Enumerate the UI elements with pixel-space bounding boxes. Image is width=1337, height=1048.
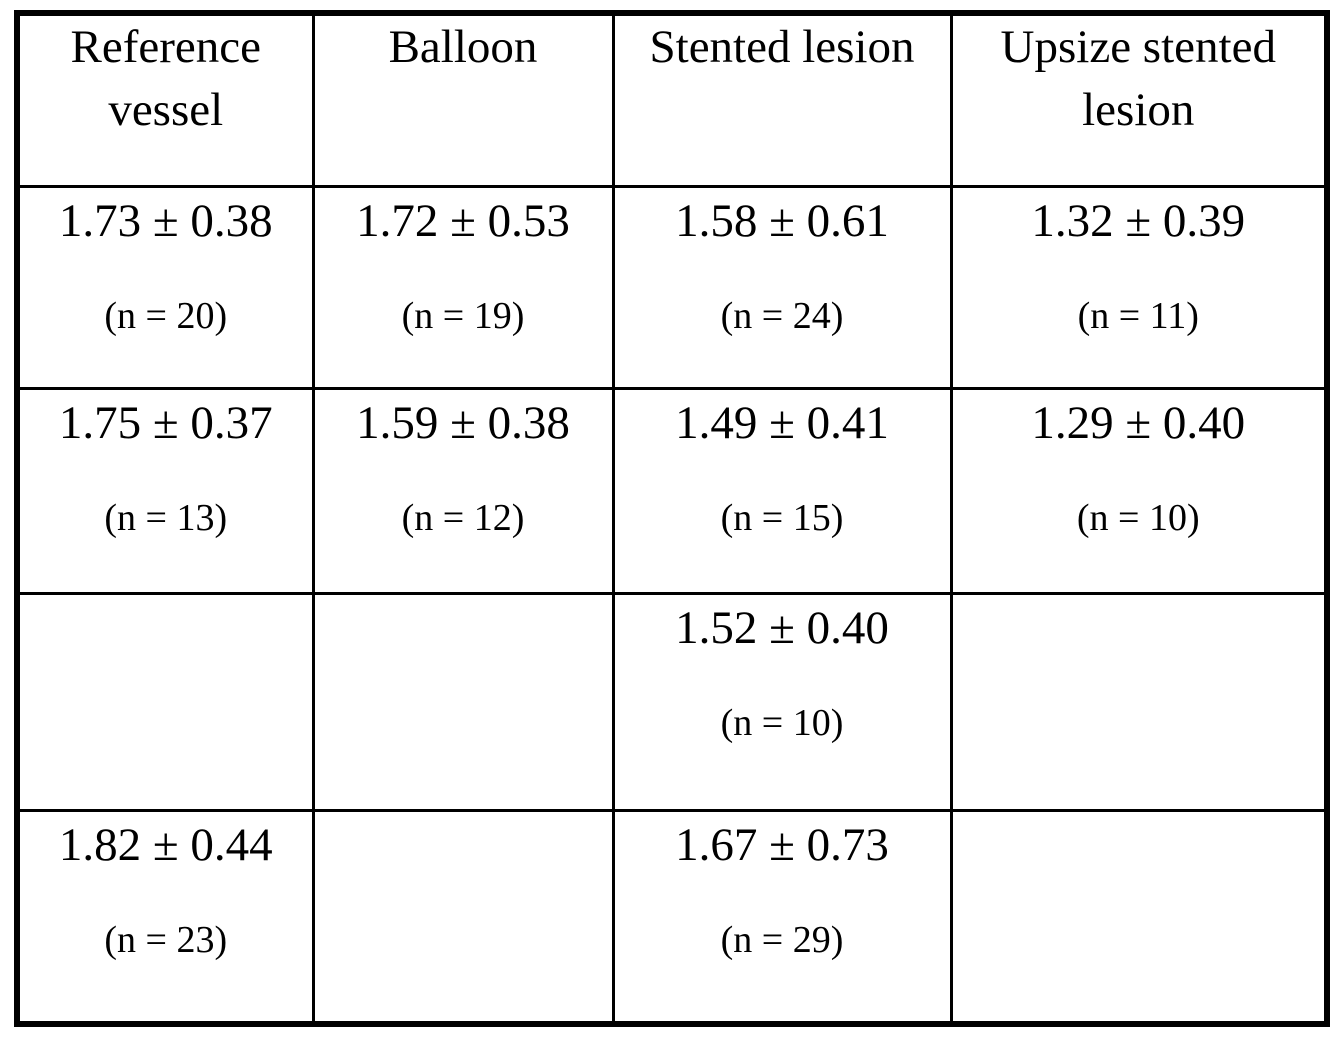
- table-cell-empty: [311, 591, 615, 812]
- cell-value: [954, 596, 1324, 605]
- cell-value: 1.52 ± 0.40: [675, 601, 889, 654]
- table-cell: 1.73 ± 0.38 (n = 20): [15, 184, 315, 390]
- table-cell-empty: [15, 591, 315, 812]
- header-balloon: Balloon: [311, 11, 615, 188]
- header-stented-lesion: Stented lesion: [611, 11, 953, 188]
- table-row: 1.73 ± 0.38 (n = 20) 1.72 ± 0.53 (n = 19…: [15, 184, 1329, 390]
- table-cell: 1.75 ± 0.37 (n = 13): [15, 386, 315, 595]
- cell-value: 1.82 ± 0.44: [58, 818, 273, 871]
- cell-value: [954, 813, 1324, 822]
- table-row: 1.52 ± 0.40 (n = 10): [15, 591, 1329, 812]
- table-cell-empty: [949, 591, 1329, 812]
- cell-n-count: (n = 15): [720, 496, 844, 539]
- table-cell: 1.67 ± 0.73 (n = 29): [611, 808, 953, 1026]
- cell-n-count: (n = 23): [104, 918, 228, 961]
- page: Reference vessel Balloon Stented lesion …: [14, 10, 1330, 1027]
- cell-value: 1.59 ± 0.38: [356, 396, 570, 449]
- cell-value: [20, 596, 310, 605]
- table-header-row: Reference vessel Balloon Stented lesion …: [15, 11, 1329, 188]
- table-cell: 1.58 ± 0.61 (n = 24): [611, 184, 953, 390]
- cell-value: 1.32 ± 0.39: [1031, 194, 1246, 247]
- table-cell: 1.82 ± 0.44 (n = 23): [15, 808, 315, 1026]
- cell-n-count: (n = 24): [720, 294, 844, 337]
- cell-value: [316, 813, 610, 822]
- table-cell-empty: [949, 808, 1329, 1026]
- table-row: 1.82 ± 0.44 (n = 23) 1.67 ± 0.73 (n = 29…: [15, 808, 1329, 1026]
- table-cell: 1.52 ± 0.40 (n = 10): [611, 591, 953, 812]
- cell-n-count: (n = 13): [104, 496, 228, 539]
- table-row: 1.75 ± 0.37 (n = 13) 1.59 ± 0.38 (n = 12…: [15, 386, 1329, 595]
- cell-n-count: (n = 12): [401, 496, 525, 539]
- table-cell: 1.59 ± 0.38 (n = 12): [311, 386, 615, 595]
- cell-value: 1.72 ± 0.53: [356, 194, 570, 247]
- measurement-table: Reference vessel Balloon Stented lesion …: [14, 10, 1330, 1027]
- cell-value: 1.58 ± 0.61: [675, 194, 889, 247]
- cell-value: 1.75 ± 0.37: [58, 396, 273, 449]
- cell-n-count: (n = 19): [401, 294, 525, 337]
- cell-n-count: (n = 11): [1077, 294, 1199, 337]
- table-cell: 1.29 ± 0.40 (n = 10): [949, 386, 1329, 595]
- table-cell: 1.32 ± 0.39 (n = 11): [949, 184, 1329, 390]
- table-cell: 1.72 ± 0.53 (n = 19): [311, 184, 615, 390]
- cell-n-count: (n = 10): [720, 701, 844, 744]
- cell-value: 1.29 ± 0.40: [1031, 396, 1246, 449]
- cell-value: 1.67 ± 0.73: [675, 818, 889, 871]
- table-cell: 1.49 ± 0.41 (n = 15): [611, 386, 953, 595]
- header-upsize-stented-lesion: Upsize stented lesion: [949, 11, 1329, 188]
- cell-value: 1.73 ± 0.38: [58, 194, 273, 247]
- cell-value: [316, 596, 610, 605]
- cell-n-count: (n = 29): [720, 918, 844, 961]
- cell-n-count: (n = 20): [104, 294, 228, 337]
- table-cell-empty: [311, 808, 615, 1026]
- cell-value: 1.49 ± 0.41: [675, 396, 889, 449]
- header-reference-vessel: Reference vessel: [15, 11, 315, 188]
- cell-n-count: (n = 10): [1076, 496, 1200, 539]
